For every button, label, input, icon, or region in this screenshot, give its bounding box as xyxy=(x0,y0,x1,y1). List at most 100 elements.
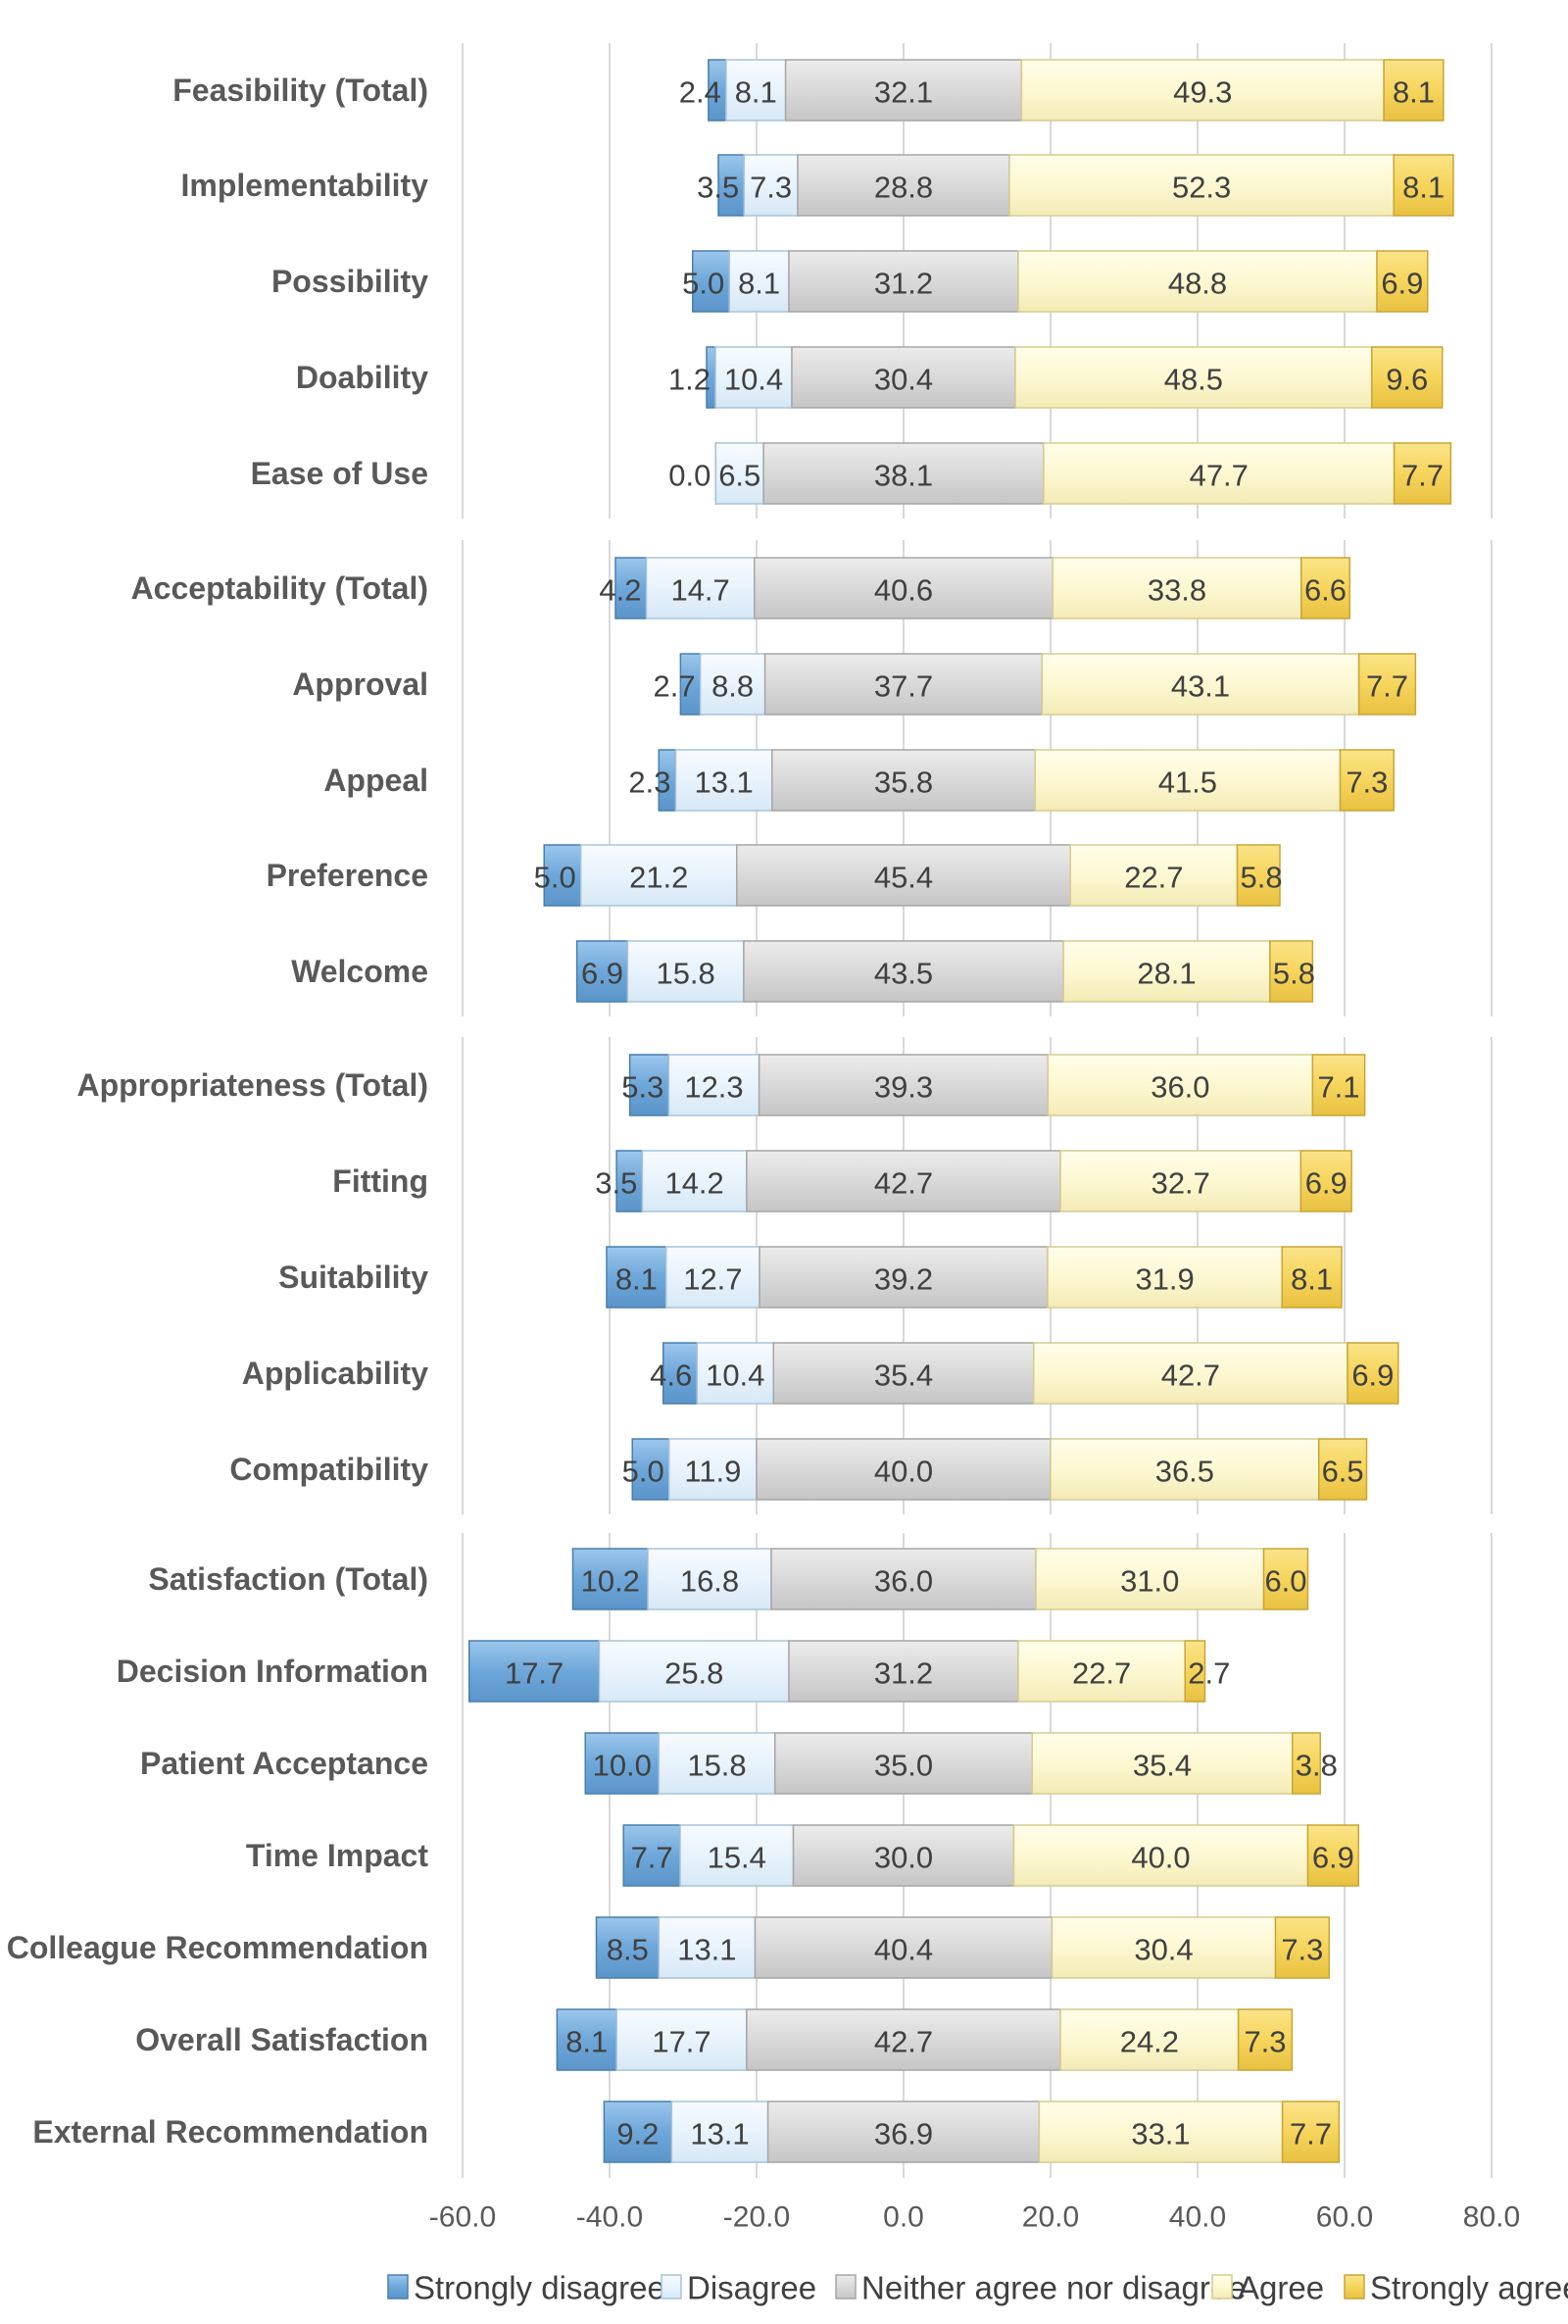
bar-segment-agree xyxy=(1033,1342,1348,1405)
value-label: 17.7 xyxy=(505,1656,564,1691)
bar-segment-strongly-disagree xyxy=(606,1246,667,1309)
bar-segment-strongly-disagree xyxy=(556,2008,617,2071)
bar-row xyxy=(708,59,1445,122)
bar-segment-strongly-disagree xyxy=(575,940,629,1003)
bar-segment-strongly-agree xyxy=(1357,653,1417,716)
value-label: 8.1 xyxy=(738,267,780,301)
legend: Strongly disagree Disagree Neither agree n… xyxy=(387,2270,1568,2306)
bar-segment-agree xyxy=(1038,2101,1284,2163)
value-label: 30.0 xyxy=(874,1841,933,1875)
category-label: Fitting xyxy=(332,1163,428,1199)
value-label: 8.1 xyxy=(735,75,777,110)
value-label: 4.6 xyxy=(650,1359,692,1393)
legend-item: Agree xyxy=(1211,2270,1324,2306)
value-label: 32.7 xyxy=(1152,1166,1210,1201)
value-label: 36.9 xyxy=(874,2117,933,2151)
bar-row xyxy=(556,2008,1294,2071)
value-label: 4.2 xyxy=(599,573,641,608)
value-label: 7.3 xyxy=(1281,1933,1323,1967)
bar-segment-strongly-agree xyxy=(1300,557,1350,619)
legend-swatch xyxy=(661,2274,682,2299)
bar-segment-strongly-disagree xyxy=(595,1916,660,1979)
value-label: 49.3 xyxy=(1173,75,1232,110)
bar-segment-agree xyxy=(1035,1548,1265,1610)
value-labels: 2.4 8.1 32.1 49.3 8.1 3.5 7.3 28.8 52.3 8.1 5.0 8.1… xyxy=(505,75,1445,2151)
bar-segment-agree xyxy=(1017,250,1378,313)
value-label: 28.8 xyxy=(874,171,933,205)
bar-segment-strongly-agree xyxy=(1292,1732,1321,1795)
x-tick-label: 0.0 xyxy=(883,2201,924,2234)
value-label: 5.8 xyxy=(1241,861,1283,895)
bar-segment-strongly-disagree xyxy=(631,1438,670,1501)
value-label: 9.2 xyxy=(616,2117,659,2151)
bar-segment-neither xyxy=(774,1732,1033,1795)
bar-segment-disagree xyxy=(598,1640,790,1703)
bar-segment-strongly-agree xyxy=(1311,1054,1366,1116)
bar-segment-disagree xyxy=(714,346,793,409)
bar-row xyxy=(468,1640,1206,1703)
value-label: 36.0 xyxy=(874,1564,933,1599)
value-label: 2.3 xyxy=(628,766,670,800)
x-tick-label: -40.0 xyxy=(576,2201,643,2234)
value-label: 35.8 xyxy=(874,766,933,800)
value-label: 8.1 xyxy=(565,2025,608,2059)
value-label: 33.8 xyxy=(1148,573,1206,608)
value-label: 6.5 xyxy=(718,459,760,493)
legend-item: Neither agree nor disagree xyxy=(835,2270,1247,2306)
bar-segment-agree xyxy=(1017,1640,1186,1703)
bar-segment-disagree xyxy=(667,1054,760,1116)
bar-segment-disagree xyxy=(668,1438,758,1501)
bar-segment-strongly-disagree xyxy=(468,1640,601,1703)
bar-segment-strongly-agree xyxy=(1299,1150,1352,1212)
value-label: 28.1 xyxy=(1137,957,1196,991)
legend-item: Disagree xyxy=(661,2270,816,2306)
value-label: 2.7 xyxy=(1188,1656,1230,1691)
value-label: 2.7 xyxy=(654,669,696,704)
value-label: 5.0 xyxy=(534,861,576,895)
legend-label: Agree xyxy=(1238,2270,1324,2306)
value-label: 10.0 xyxy=(593,1749,652,1783)
legend-swatch xyxy=(835,2274,857,2299)
value-label: 31.2 xyxy=(874,1656,933,1691)
value-label: 7.7 xyxy=(1290,2117,1332,2151)
bar-segment-strongly-agree xyxy=(1393,442,1452,505)
category-label: Time Impact xyxy=(246,1838,428,1873)
value-label: 6.6 xyxy=(1304,573,1347,608)
category-label: Compatibility xyxy=(229,1452,428,1487)
value-label: 22.7 xyxy=(1072,1656,1131,1691)
category-label: Preference xyxy=(267,858,428,893)
value-label: 8.1 xyxy=(1291,1262,1333,1297)
bar-segment-agree xyxy=(1050,1438,1320,1501)
bar-row xyxy=(692,250,1429,313)
bar-segment-strongly-agree xyxy=(1281,2101,1341,2163)
bar-segment-strongly-agree xyxy=(1237,2008,1294,2071)
value-label: 45.4 xyxy=(874,861,933,895)
bar-segment-neither xyxy=(746,1150,1061,1212)
x-tick-label: 20.0 xyxy=(1022,2201,1079,2234)
value-label: 40.0 xyxy=(874,1455,933,1489)
legend-label: Strongly disagree xyxy=(414,2270,665,2306)
value-label: 31.0 xyxy=(1120,1564,1179,1599)
value-label: 9.6 xyxy=(1386,363,1428,397)
bar-row xyxy=(575,940,1314,1003)
value-label: 10.4 xyxy=(706,1359,764,1393)
value-label: 13.1 xyxy=(677,1933,736,1967)
value-label: 3.8 xyxy=(1296,1749,1338,1783)
x-tick-label: 80.0 xyxy=(1463,2201,1520,2234)
bar-segment-neither xyxy=(736,844,1071,907)
value-label: 35.4 xyxy=(874,1359,933,1393)
bar-segment-disagree xyxy=(699,653,766,716)
value-label: 7.3 xyxy=(750,171,792,205)
bar-segment-agree xyxy=(1047,1054,1314,1116)
value-label: 8.1 xyxy=(1393,75,1435,110)
bar-segment-strongly-agree xyxy=(1184,1640,1206,1703)
bar-row xyxy=(658,749,1395,812)
bar-row xyxy=(706,346,1444,409)
bar-segment-neither xyxy=(791,346,1016,409)
value-label: 32.1 xyxy=(874,75,933,110)
legend-swatch xyxy=(1344,2274,1365,2299)
value-label: 24.2 xyxy=(1120,2025,1179,2059)
value-label: 6.5 xyxy=(1322,1455,1364,1489)
bar-segment-neither xyxy=(754,557,1054,619)
